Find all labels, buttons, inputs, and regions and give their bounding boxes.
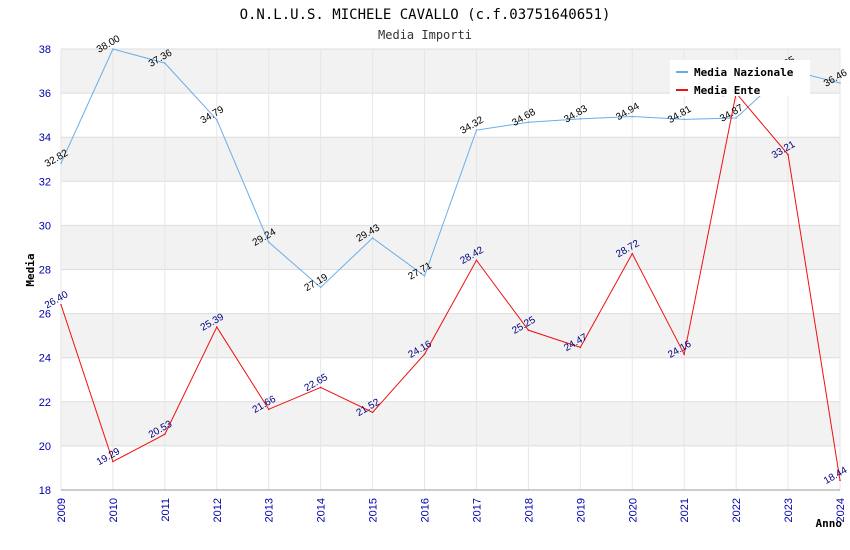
y-tick-label: 22	[39, 397, 51, 409]
grid-band	[61, 357, 840, 402]
data-point	[164, 62, 166, 64]
x-tick-label: 2014	[316, 498, 328, 522]
data-point	[267, 408, 270, 411]
legend-background	[670, 60, 810, 96]
data-point	[579, 346, 582, 349]
x-tick-label: 2012	[212, 498, 224, 522]
y-tick-label: 32	[39, 176, 51, 188]
grid-band	[61, 445, 840, 490]
data-point	[216, 326, 218, 328]
x-tick-label: 2009	[56, 498, 68, 522]
y-axis-ticks: 18 20 22 24 26 28 30 32 34 36 38	[39, 44, 51, 497]
x-tick-label: 2017	[471, 498, 483, 522]
x-tick-label: 2022	[731, 498, 743, 522]
legend-label: Media Nazionale	[694, 66, 794, 79]
data-point	[371, 411, 374, 414]
y-tick-label: 18	[39, 485, 51, 497]
x-tick-label: 2019	[575, 498, 587, 522]
data-point	[787, 153, 789, 156]
legend: Media Nazionale Media Ente	[670, 60, 810, 97]
x-tick-label: 2024	[835, 498, 847, 522]
x-tick-label: 2010	[108, 498, 120, 522]
x-tick-label: 2018	[523, 498, 535, 522]
y-tick-label: 20	[39, 441, 51, 453]
series-line-ente	[60, 91, 841, 481]
y-tick-label: 26	[39, 309, 51, 321]
data-point	[423, 275, 426, 277]
data-point	[683, 118, 685, 121]
data-point	[683, 353, 685, 355]
data-point	[839, 479, 841, 482]
data-point	[475, 259, 478, 262]
x-tick-label: 2011	[160, 498, 172, 522]
x-tick-label: 2021	[679, 498, 691, 522]
x-tick-label: 2020	[627, 498, 639, 522]
data-point	[267, 241, 270, 243]
y-tick-label: 28	[39, 265, 51, 277]
data-point	[527, 121, 530, 124]
data-point	[112, 460, 114, 463]
x-tick-label: 2023	[783, 498, 795, 522]
data-point	[60, 303, 62, 306]
y-tick-label: 24	[39, 353, 51, 365]
data-point	[319, 386, 322, 389]
data-point	[527, 329, 530, 331]
data-point	[475, 129, 478, 131]
data-point	[164, 433, 166, 436]
y-axis-label: Media	[24, 253, 37, 286]
chart-subtitle: Media Importi	[378, 28, 472, 42]
series-lines	[60, 48, 841, 482]
data-point	[631, 115, 634, 118]
y-tick-label: 30	[39, 220, 51, 232]
x-tick-label: 2015	[368, 498, 380, 522]
grid-band	[61, 137, 840, 182]
data-point	[579, 118, 582, 120]
data-point	[371, 237, 374, 239]
grid-band	[61, 93, 840, 138]
x-axis-ticks: 2009 2010 2011 2012 2013 2014 2015 2016 2017 2018…	[56, 498, 847, 522]
grid-band	[61, 225, 840, 270]
x-axis-label: Anno	[816, 517, 843, 530]
y-tick-label: 38	[39, 44, 51, 56]
grid-band	[61, 313, 840, 358]
series-line-nazionale	[60, 48, 841, 289]
y-tick-label: 36	[39, 88, 51, 100]
x-tick-label: 2016	[420, 498, 432, 522]
data-point	[631, 252, 634, 255]
data-point	[60, 162, 62, 165]
legend-label: Media Ente	[694, 84, 761, 97]
data-point	[423, 353, 426, 355]
y-tick-label: 34	[39, 132, 51, 144]
x-tick-label: 2013	[264, 498, 276, 522]
data-point	[216, 118, 218, 121]
data-point	[319, 286, 322, 289]
data-point	[735, 117, 737, 119]
data-point	[839, 82, 841, 84]
chart-title: O.N.L.U.S. MICHELE CAVALLO (c.f.03751640…	[240, 7, 611, 23]
data-point	[112, 48, 114, 50]
grid-band	[61, 401, 840, 446]
